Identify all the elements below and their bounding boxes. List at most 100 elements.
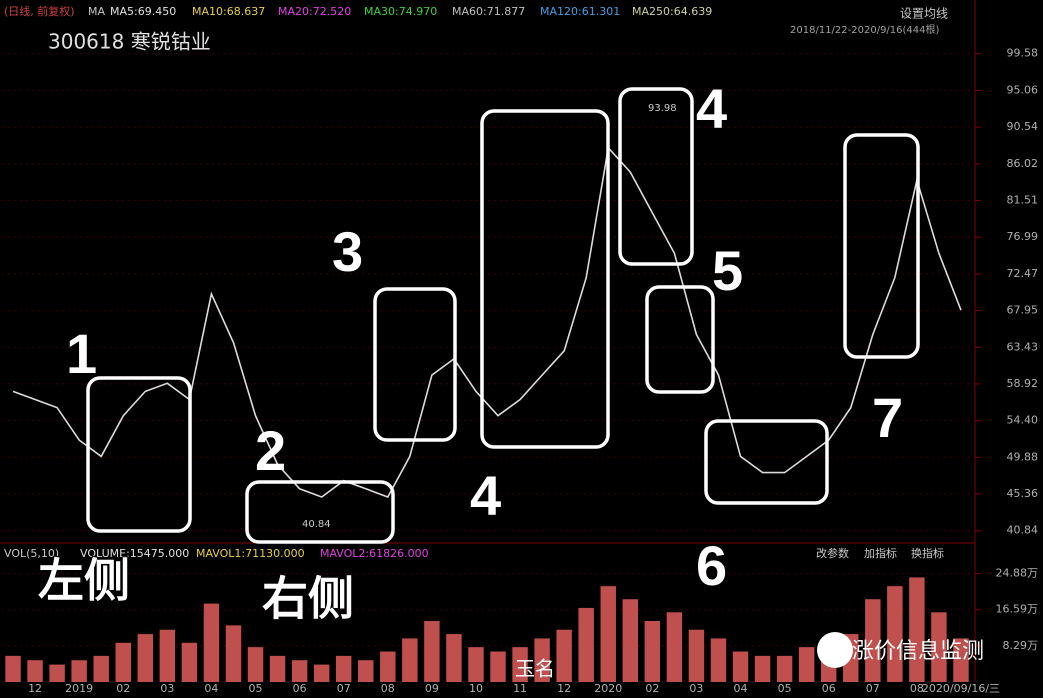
volume-bar (732, 651, 749, 682)
high-label: 93.98 (648, 103, 677, 114)
header: (日线, 前复权) MA MA5:69.450 MA10:68.637 MA20… (4, 4, 948, 54)
volume-bar (159, 629, 176, 682)
x-tick-label: 05 (249, 682, 263, 695)
vol-value: VOLUME:15475.000 (80, 547, 189, 560)
annotation: 5 (712, 239, 743, 302)
x-tick-label: 06 (293, 682, 307, 695)
y-tick-label: 76.99 (1007, 230, 1039, 243)
volume-bar (225, 625, 242, 682)
x-tick-label: 07 (337, 682, 351, 695)
x-tick-label: 2020 (594, 682, 622, 695)
volume-bar (909, 577, 925, 682)
volume-bar (468, 647, 484, 682)
ma-label: MA (88, 5, 105, 18)
ma-item: MA20:72.520 (278, 5, 351, 18)
volume-bar (380, 651, 396, 682)
y-tick-label: 16.59万 (996, 603, 1039, 616)
volume-bar (600, 586, 616, 682)
annotation: 2 (255, 419, 286, 482)
volume-bar (931, 612, 947, 682)
side-label: 右侧 (262, 572, 354, 626)
account: 涨价信息监测 (852, 639, 984, 664)
volume-bar (688, 629, 705, 682)
watermark: 涨价信息监测 玉名 (515, 632, 984, 681)
x-tick-label: 02 (645, 682, 659, 695)
button[interactable]: 加指标 (864, 546, 897, 560)
x-tick-label: 12 (557, 682, 571, 695)
volume-bar (313, 664, 330, 682)
box (843, 133, 920, 359)
annotation: 1 (66, 322, 97, 385)
box (86, 376, 192, 533)
volume-bar (335, 655, 352, 682)
volume-bar (247, 647, 264, 682)
annotation: 7 (872, 386, 903, 449)
volume-bar (49, 664, 65, 682)
volume-bar (887, 586, 903, 682)
low-label: 40.84 (302, 519, 331, 530)
ma-item: MA250:64.639 (632, 5, 712, 18)
volume-bar (402, 638, 418, 682)
annotation: 4 (470, 464, 501, 527)
x-tick-label: 03 (689, 682, 703, 695)
volume-bar (446, 634, 462, 682)
side-label: 左侧 (38, 554, 130, 608)
volume-bar (203, 603, 220, 682)
y-tick-label: 49.88 (1007, 450, 1039, 463)
x-tick-label: 04 (734, 682, 748, 695)
volume-bar (490, 651, 506, 682)
ma-item: MA10:68.637 (192, 5, 265, 18)
settings-button[interactable]: 设置均线 (900, 7, 948, 21)
y-tick-label: 58.92 (1007, 377, 1039, 390)
annotation: 4 (696, 77, 727, 140)
ma-item: MA30:74.970 (364, 5, 437, 18)
x-tick-label: 06 (822, 682, 836, 695)
volume-bar (666, 612, 683, 682)
y-tick-label: 67.95 (1007, 304, 1039, 317)
annotation: 3 (332, 220, 363, 283)
volume-bar (798, 647, 815, 682)
date-range: 2018/11/22-2020/9/16(444根) (790, 23, 940, 36)
annotations: 1 2 3 4 4 5 6 7 左侧 右侧 (37, 77, 903, 627)
ma-item: MA60:71.877 (452, 5, 525, 18)
volume-bar (953, 638, 969, 682)
box (245, 480, 395, 544)
volume-bar (710, 638, 727, 682)
volume-bar (424, 621, 440, 682)
volume-bar (93, 655, 109, 682)
logo (817, 632, 853, 668)
x-tick-label: 11 (513, 682, 527, 695)
volume-header: VOL(5,10) VOLUME:15475.000 MAVOL1:71130.… (4, 546, 944, 560)
button[interactable]: 换指标 (911, 546, 944, 560)
ma-item: MA5:69.450 (110, 5, 176, 18)
vol-name: VOL(5,10) (4, 547, 59, 560)
x-tick-label: 07 (866, 682, 880, 695)
y-tick-label: 40.84 (1007, 524, 1039, 537)
y-tick-label: 95.06 (1007, 83, 1039, 96)
annotation: 6 (696, 534, 727, 597)
x-tick-label: 05 (778, 682, 792, 695)
button[interactable]: 改参数 (816, 546, 849, 560)
volume-bar (865, 599, 881, 682)
y-tick-label: 8.29万 (1003, 639, 1039, 652)
volume-bar (644, 621, 661, 682)
x-tick-label: 04 (204, 682, 218, 695)
volume-bar (27, 660, 43, 682)
x-tick-label: 08 (910, 682, 924, 695)
box (480, 109, 610, 449)
mode: (日线, 前复权) (4, 4, 75, 18)
volume-bar (115, 642, 131, 682)
volume-bar (5, 655, 21, 682)
volume-bar (291, 660, 308, 682)
annotation-boxes (86, 87, 920, 544)
volume-bar (776, 655, 793, 682)
y-tick-label: 99.58 (1007, 47, 1039, 60)
y-tick-label: 45.36 (1007, 487, 1039, 500)
x-tick-label: 02 (116, 682, 130, 695)
volume-bar (358, 660, 374, 682)
volume-bar (71, 660, 87, 682)
box (618, 87, 694, 266)
x-tick-label: 12 (28, 682, 42, 695)
stock-name: 300618 寒锐钴业 (48, 30, 211, 54)
box (645, 285, 715, 394)
